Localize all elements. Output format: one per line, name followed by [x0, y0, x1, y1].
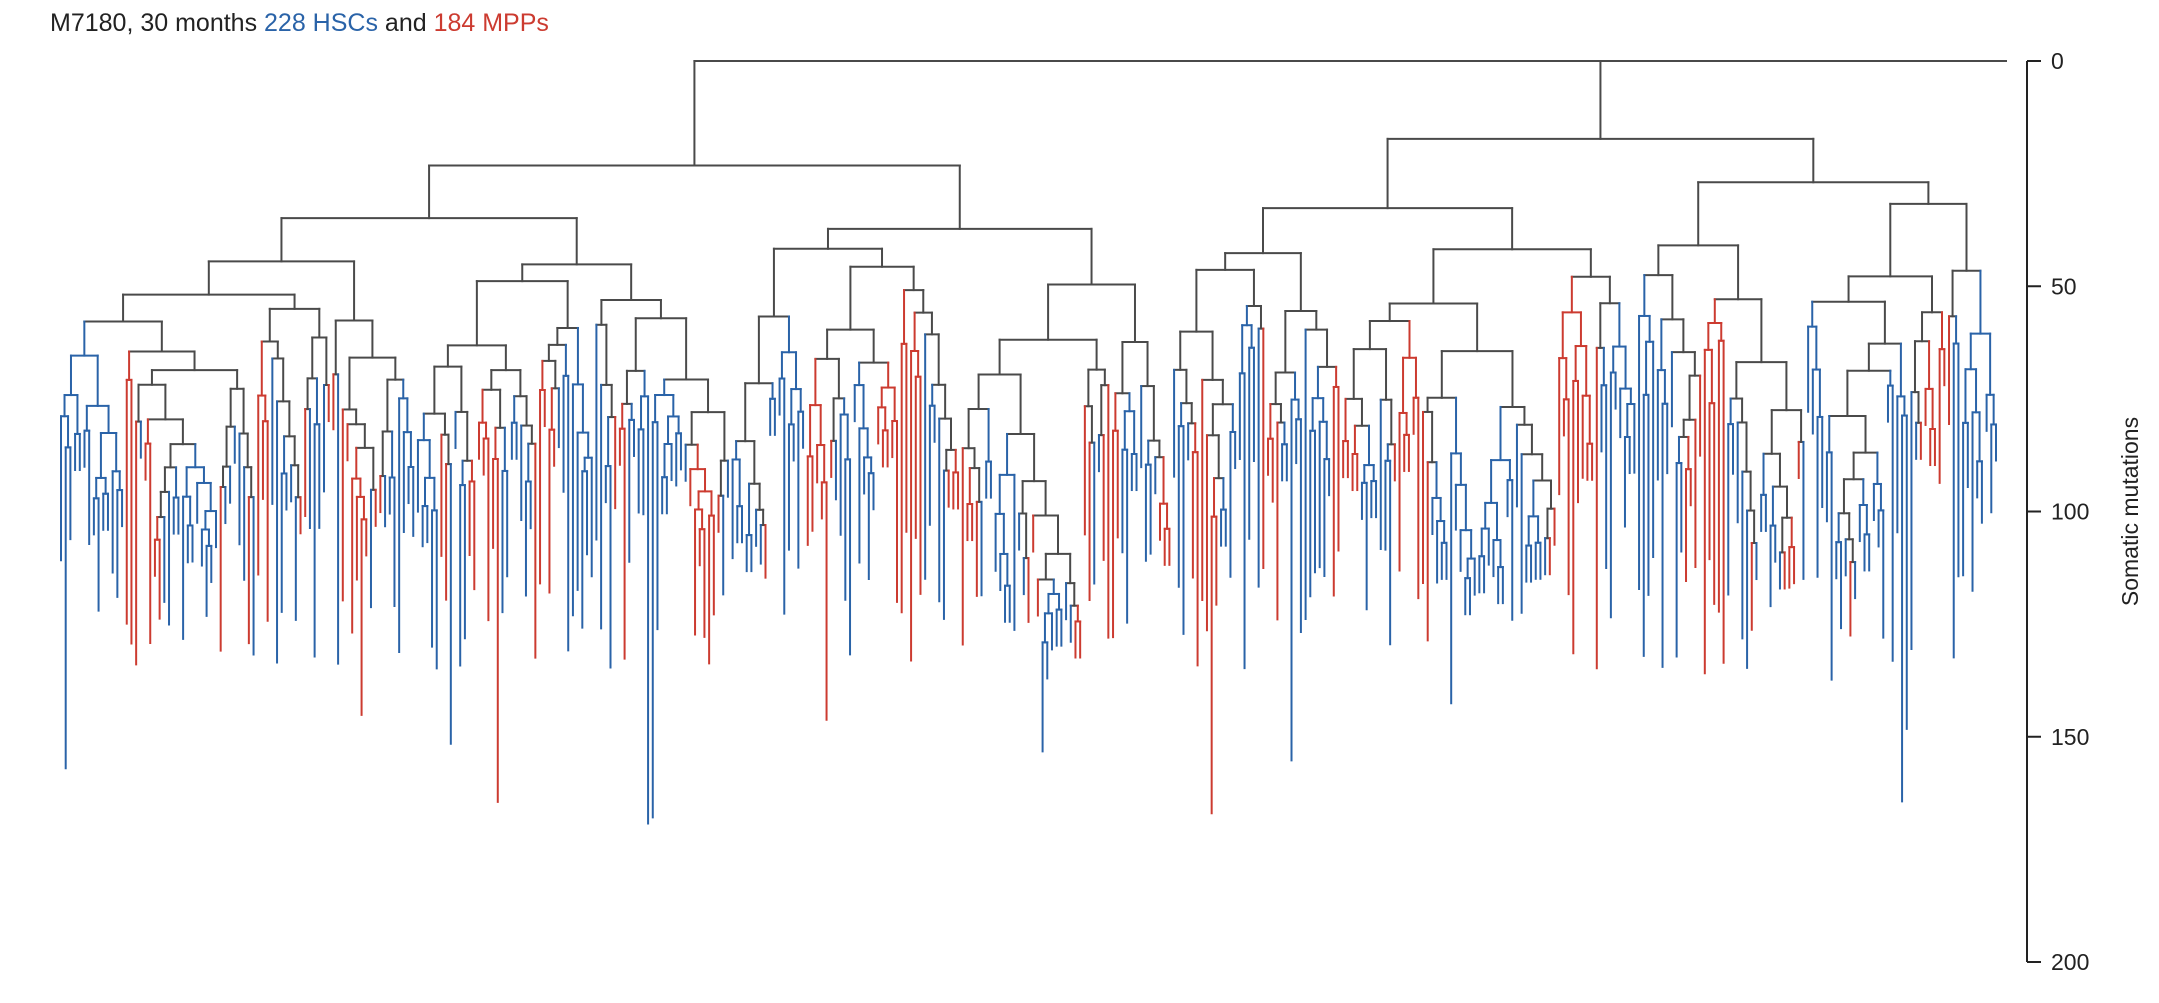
axis-tick-label: 0: [2051, 48, 2064, 74]
axis-tick-label: 150: [2051, 724, 2089, 750]
axis-label: Somatic mutations: [2117, 417, 2143, 606]
axis-tick-label: 50: [2051, 273, 2077, 299]
title-mpp-label: 184 MPPs: [433, 9, 549, 37]
title-conjunction: and: [377, 9, 434, 37]
axis-tick-label: 200: [2051, 949, 2089, 975]
title-hsc-label: 228 HSCs: [264, 9, 378, 37]
axis-ticks: 0 50 100 150 200: [2027, 48, 2089, 975]
tree-branches: [60, 60, 2007, 825]
figure-title: M7180, 30 months 228 HSCs and 184 MPPs: [50, 8, 549, 38]
title-prefix: M7180, 30 months: [50, 9, 265, 37]
axis-tick-label: 100: [2051, 499, 2089, 525]
mutation-axis: 0 50 100 150 200 Somatic mutations: [2026, 48, 2143, 975]
